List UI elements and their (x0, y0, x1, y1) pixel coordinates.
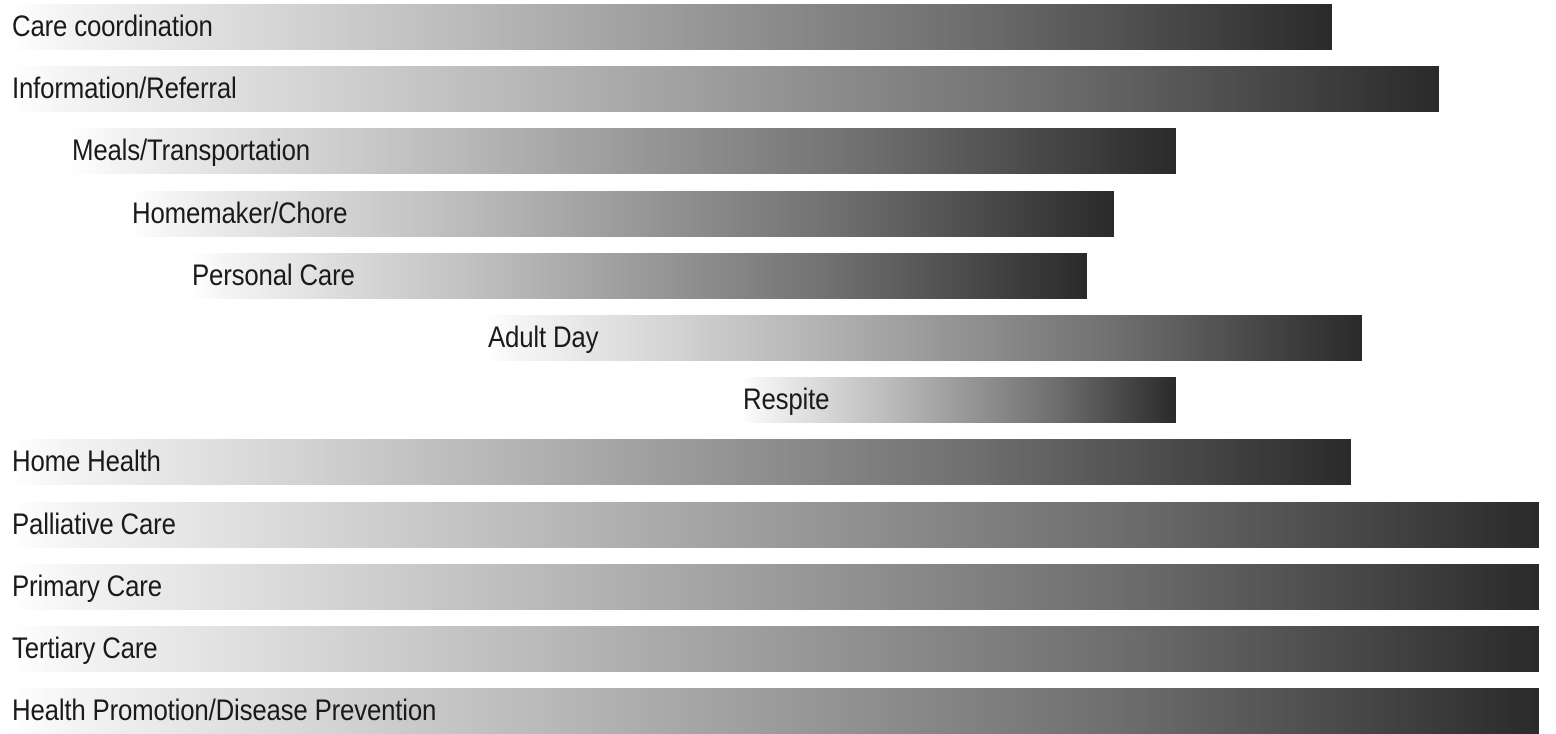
bar-health-promotion-disease-prevention: Health Promotion/Disease Prevention (10, 688, 1539, 734)
bar-information-referral: Information/Referral (10, 66, 1439, 112)
bar-adult-day: Adult Day (486, 315, 1362, 361)
bar-label: Palliative Care (12, 508, 176, 541)
bar-meals-transportation: Meals/Transportation (70, 128, 1176, 174)
bar-homemaker-chore: Homemaker/Chore (130, 191, 1114, 237)
bar-label: Care coordination (12, 10, 213, 43)
bar-care-coordination: Care coordination (10, 4, 1332, 50)
bar-respite: Respite (741, 377, 1176, 423)
bar-label: Health Promotion/Disease Prevention (12, 694, 437, 727)
bar-label: Information/Referral (12, 72, 237, 105)
bar-palliative-care: Palliative Care (10, 502, 1539, 548)
bar-home-health: Home Health (10, 439, 1351, 485)
bar-personal-care: Personal Care (190, 253, 1087, 299)
bar-label: Primary Care (12, 570, 162, 603)
bar-label: Home Health (12, 445, 161, 478)
bar-label: Respite (743, 383, 830, 416)
bar-label: Homemaker/Chore (132, 197, 348, 230)
bar-label: Tertiary Care (12, 632, 158, 665)
bar-tertiary-care: Tertiary Care (10, 626, 1539, 672)
bar-label: Personal Care (192, 259, 355, 292)
bar-label: Meals/Transportation (72, 134, 310, 167)
bar-label: Adult Day (488, 321, 599, 354)
bar-primary-care: Primary Care (10, 564, 1539, 610)
